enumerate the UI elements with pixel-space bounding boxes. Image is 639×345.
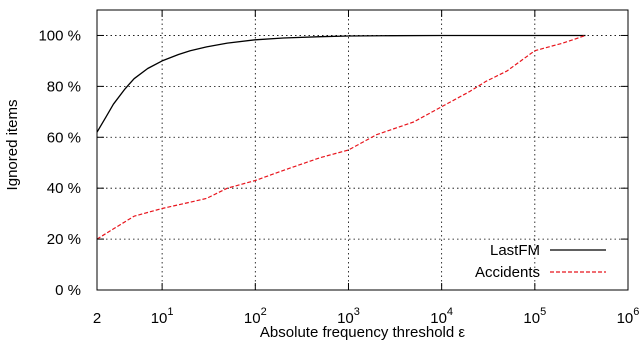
x-tick-exponent: 4 — [447, 306, 453, 318]
series-line-lastfm — [96, 34, 586, 133]
x-tick-label: 105 — [523, 306, 546, 327]
legend: LastFM Accidents — [475, 242, 606, 281]
x-tick-exponent: 2 — [261, 306, 267, 318]
x-axis-label: Absolute frequency threshold ε — [260, 324, 465, 341]
x-tick-base: 2 — [93, 310, 101, 327]
legend-label-lastfm: LastFM — [490, 242, 540, 259]
y-tick-label: 0 % — [55, 282, 81, 299]
y-tick-label: 40 % — [47, 180, 81, 197]
x-tick-exponent: 3 — [354, 306, 360, 318]
plot-frame — [96, 9, 629, 291]
x-tick-exponent: 5 — [540, 306, 546, 318]
x-tick-exponent: 6 — [633, 306, 639, 318]
y-tick-label: 60 % — [47, 129, 81, 146]
legend-label-accidents: Accidents — [475, 264, 540, 281]
x-tick-base: 10 — [151, 310, 168, 327]
x-tick-label: 101 — [151, 306, 174, 327]
x-tick-base: 10 — [244, 310, 261, 327]
x-tick-label: 103 — [337, 306, 360, 327]
y-tick-label: 100 % — [38, 27, 81, 44]
x-tick-base: 10 — [617, 310, 634, 327]
x-tick-label: 2 — [93, 310, 101, 327]
x-tick-base: 10 — [337, 310, 354, 327]
y-axis-label: Ignored items — [4, 100, 21, 191]
y-tick-label: 80 % — [47, 78, 81, 95]
grid-lines — [97, 10, 628, 290]
x-tick-label: 102 — [244, 306, 267, 327]
y-tick-label: 20 % — [47, 231, 81, 248]
x-tick-exponent: 1 — [167, 306, 173, 318]
x-tick-label: 106 — [617, 306, 639, 327]
axis-ticks: 0 %20 %40 %60 %80 %100 %2 101 102 103 104 105… — [38, 10, 639, 327]
series-layer — [96, 34, 586, 240]
x-tick-label: 104 — [430, 306, 453, 327]
series-line-accidents — [96, 34, 586, 240]
x-tick-base: 10 — [523, 310, 540, 327]
x-tick-base: 10 — [430, 310, 447, 327]
